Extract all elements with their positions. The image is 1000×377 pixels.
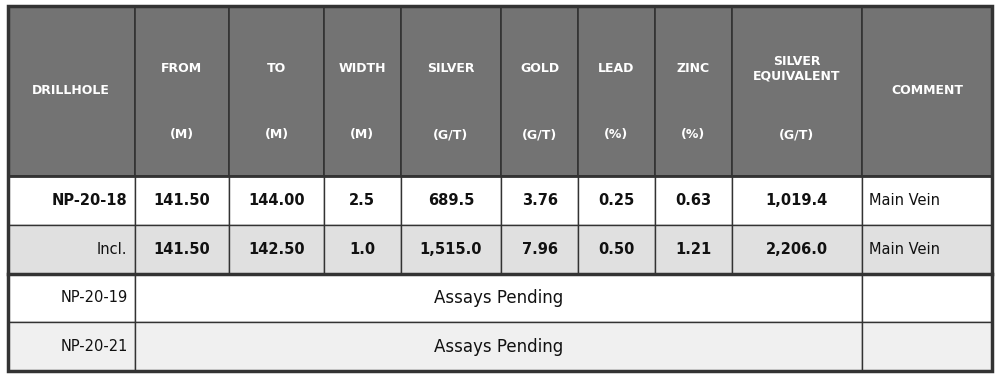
Bar <box>862 225 992 274</box>
Text: WIDTH: WIDTH <box>338 62 386 75</box>
Bar <box>501 225 578 274</box>
Text: (M): (M) <box>350 129 374 141</box>
Bar <box>8 225 135 274</box>
Bar <box>401 225 501 274</box>
Bar <box>578 225 655 274</box>
Bar <box>229 176 324 225</box>
Bar <box>862 6 992 176</box>
Text: (%): (%) <box>681 129 705 141</box>
Bar <box>501 176 578 225</box>
Text: SILVER: SILVER <box>427 62 475 75</box>
Text: 2.5: 2.5 <box>349 193 375 208</box>
Bar <box>324 176 401 225</box>
Text: 142.50: 142.50 <box>248 242 305 257</box>
Bar <box>135 6 229 176</box>
Text: 141.50: 141.50 <box>153 193 210 208</box>
Bar <box>862 322 992 371</box>
Bar <box>135 274 862 322</box>
Text: (G/T): (G/T) <box>522 129 557 141</box>
Text: SILVER
EQUIVALENT: SILVER EQUIVALENT <box>753 55 841 83</box>
Bar <box>578 6 655 176</box>
Text: 689.5: 689.5 <box>428 193 474 208</box>
Text: LEAD: LEAD <box>598 62 635 75</box>
Text: Incl.: Incl. <box>97 242 128 257</box>
Text: DRILLHOLE: DRILLHOLE <box>32 84 110 97</box>
Bar <box>135 225 229 274</box>
Text: (G/T): (G/T) <box>779 129 814 141</box>
Text: ZINC: ZINC <box>677 62 710 75</box>
Text: NP-20-21: NP-20-21 <box>60 339 128 354</box>
Text: (M): (M) <box>170 129 194 141</box>
Text: 1,019.4: 1,019.4 <box>766 193 828 208</box>
Bar <box>401 176 501 225</box>
Bar <box>862 274 992 322</box>
Text: 1,515.0: 1,515.0 <box>420 242 482 257</box>
Text: (%): (%) <box>604 129 629 141</box>
Bar <box>501 6 578 176</box>
Bar <box>655 6 732 176</box>
Bar <box>324 6 401 176</box>
Text: 7.96: 7.96 <box>522 242 558 257</box>
Bar <box>8 274 135 322</box>
Bar <box>135 176 229 225</box>
Text: Assays Pending: Assays Pending <box>434 338 563 356</box>
Bar <box>655 176 732 225</box>
Text: (G/T): (G/T) <box>433 129 469 141</box>
Text: 2,206.0: 2,206.0 <box>766 242 828 257</box>
Text: NP-20-18: NP-20-18 <box>52 193 128 208</box>
Bar <box>8 176 135 225</box>
Bar <box>655 225 732 274</box>
Bar <box>732 225 862 274</box>
Text: TO: TO <box>267 62 286 75</box>
Text: FROM: FROM <box>161 62 202 75</box>
Text: 141.50: 141.50 <box>153 242 210 257</box>
Text: 1.21: 1.21 <box>675 242 711 257</box>
Bar <box>135 322 862 371</box>
Text: COMMENT: COMMENT <box>891 84 963 97</box>
Text: 0.50: 0.50 <box>598 242 635 257</box>
Text: Main Vein: Main Vein <box>869 193 940 208</box>
Bar <box>862 176 992 225</box>
Bar <box>8 322 135 371</box>
Bar <box>229 225 324 274</box>
Text: 3.76: 3.76 <box>522 193 558 208</box>
Text: 0.25: 0.25 <box>598 193 635 208</box>
Bar <box>732 176 862 225</box>
Text: Assays Pending: Assays Pending <box>434 289 563 307</box>
Text: (M): (M) <box>264 129 289 141</box>
Bar <box>8 6 135 176</box>
Bar <box>732 6 862 176</box>
Bar <box>229 6 324 176</box>
Text: 1.0: 1.0 <box>349 242 375 257</box>
Bar <box>578 176 655 225</box>
Text: NP-20-19: NP-20-19 <box>60 290 128 305</box>
Bar <box>324 225 401 274</box>
Bar <box>401 6 501 176</box>
Text: GOLD: GOLD <box>520 62 559 75</box>
Text: Main Vein: Main Vein <box>869 242 940 257</box>
Text: 0.63: 0.63 <box>675 193 711 208</box>
Text: 144.00: 144.00 <box>248 193 305 208</box>
